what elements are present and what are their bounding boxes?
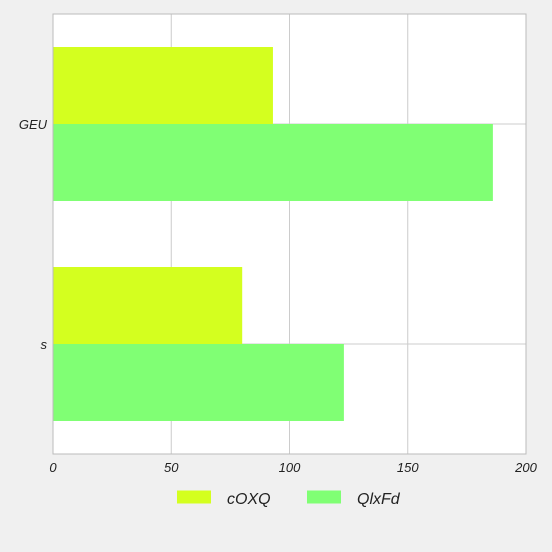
x-tick-label: 0 xyxy=(49,460,57,475)
x-tick-label: 200 xyxy=(514,460,537,475)
bar-cOXQ-GEU xyxy=(53,47,273,124)
y-tick-label: s xyxy=(41,337,48,352)
bar-QlxFd-GEU xyxy=(53,124,493,201)
x-tick-label: 50 xyxy=(164,460,179,475)
legend-label-QlxFd: QlxFd xyxy=(357,491,401,508)
plot-frame xyxy=(52,13,527,455)
x-tick-label: 100 xyxy=(279,460,301,475)
y-tick-label: GEU xyxy=(19,117,48,132)
x-tick-label: 150 xyxy=(397,460,419,475)
legend-swatch-cOXQ xyxy=(177,490,211,504)
legend-label-cOXQ: cOXQ xyxy=(227,491,271,508)
bar-QlxFd-s xyxy=(53,344,344,421)
bar-cOXQ-s xyxy=(53,267,243,344)
legend-swatch-QlxFd xyxy=(307,490,341,504)
